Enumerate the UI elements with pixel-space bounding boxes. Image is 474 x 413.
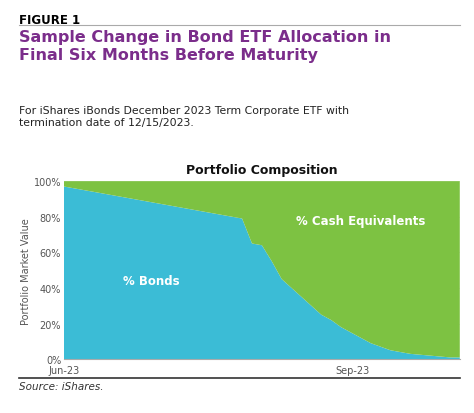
- Text: % Cash Equivalents: % Cash Equivalents: [296, 214, 426, 227]
- Text: % Bonds: % Bonds: [123, 275, 179, 288]
- Text: FIGURE 1: FIGURE 1: [19, 14, 80, 26]
- Y-axis label: Portfolio Market Value: Portfolio Market Value: [21, 217, 31, 324]
- Title: Portfolio Composition: Portfolio Composition: [186, 164, 337, 176]
- Text: For iShares iBonds December 2023 Term Corporate ETF with
termination date of 12/: For iShares iBonds December 2023 Term Co…: [19, 105, 349, 128]
- Text: Sample Change in Bond ETF Allocation in
Final Six Months Before Maturity: Sample Change in Bond ETF Allocation in …: [19, 30, 391, 63]
- Text: Source: iShares.: Source: iShares.: [19, 381, 103, 391]
